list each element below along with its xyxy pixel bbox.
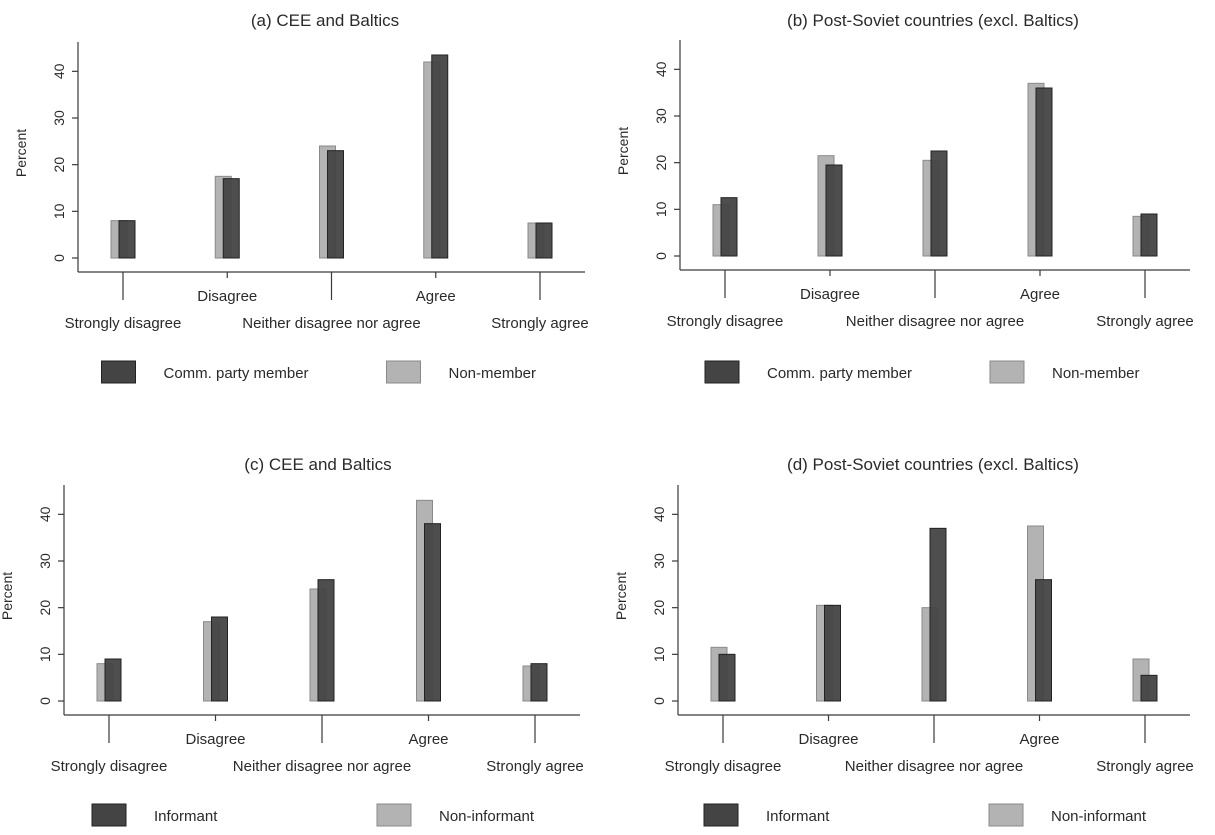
legend-swatch — [91, 803, 127, 827]
legend-label: Non-informant — [1051, 808, 1147, 825]
legend: Informant Non-informant — [703, 803, 1147, 827]
x-tick-label: Agree — [1019, 731, 1059, 748]
chart-title: (b) Post-Soviet countries (excl. Baltics… — [787, 11, 1079, 30]
x-tick-label: Neither disagree nor agree — [845, 758, 1023, 775]
legend: Comm. party member Non-member — [704, 360, 1140, 384]
x-tick-label: Strongly agree — [486, 758, 584, 775]
bar-series1 — [222, 178, 240, 259]
y-axis-label: Percent — [613, 572, 629, 620]
y-axis-label: Percent — [13, 129, 29, 177]
legend-label: Informant — [766, 808, 830, 825]
legend-swatch — [988, 803, 1024, 827]
bar-series1 — [317, 579, 335, 702]
bar-series1 — [1035, 87, 1053, 257]
x-tick-label: Disagree — [798, 731, 858, 748]
x-tick-label: Disagree — [185, 731, 245, 748]
bar-series1 — [825, 164, 843, 257]
y-tick-label: 20 — [653, 155, 669, 171]
y-tick-label: 10 — [37, 646, 53, 662]
y-axis-label: Percent — [615, 127, 631, 175]
bar-series1 — [327, 150, 344, 259]
x-tick-label: Strongly agree — [491, 315, 589, 332]
bar-series1 — [930, 150, 948, 257]
y-tick-label: 10 — [651, 646, 667, 662]
bar-series1 — [530, 663, 548, 702]
chart-panel-d: (d) Post-Soviet countries (excl. Baltics… — [613, 455, 1194, 827]
x-tick-label: Agree — [416, 288, 456, 305]
x-tick-label: Strongly disagree — [51, 758, 168, 775]
legend-label: Non-informant — [439, 808, 535, 825]
x-tick-label: Neither disagree nor agree — [242, 315, 420, 332]
y-tick-label: 40 — [651, 506, 667, 522]
x-tick-label: Strongly disagree — [665, 758, 782, 775]
bar-series1 — [824, 604, 841, 702]
y-tick-label: 10 — [653, 201, 669, 217]
x-tick-label: Strongly disagree — [65, 315, 182, 332]
bar-series1 — [535, 222, 553, 259]
y-tick-label: 30 — [51, 110, 67, 126]
x-tick-label: Agree — [408, 731, 448, 748]
y-tick-label: 40 — [37, 506, 53, 522]
legend-label: Non-member — [449, 365, 537, 382]
x-tick-label: Disagree — [197, 288, 257, 305]
legend-swatch — [376, 803, 412, 827]
bar-series1 — [211, 616, 228, 702]
chart-title: (d) Post-Soviet countries (excl. Baltics… — [787, 455, 1079, 474]
x-tick-label: Neither disagree nor agree — [233, 758, 411, 775]
bar-series1 — [929, 527, 947, 702]
y-tick-label: 40 — [51, 63, 67, 79]
bar-series1 — [1140, 213, 1158, 257]
y-axis-label: Percent — [0, 572, 15, 620]
chart-title: (a) CEE and Baltics — [251, 11, 399, 30]
legend-swatch — [989, 360, 1025, 384]
y-tick-label: 30 — [651, 553, 667, 569]
x-tick-label: Strongly agree — [1096, 758, 1194, 775]
x-tick-label: Neither disagree nor agree — [846, 313, 1024, 330]
y-tick-label: 10 — [51, 203, 67, 219]
chart-panel-b: (b) Post-Soviet countries (excl. Baltics… — [615, 11, 1194, 384]
chart-panel-a: (a) CEE and Baltics 0 10 20 30 40 Percent Stron… — [13, 11, 589, 384]
y-tick-label: 0 — [653, 252, 669, 260]
legend: Informant Non-informant — [91, 803, 535, 827]
legend-swatch — [386, 360, 421, 384]
legend-swatch — [703, 803, 739, 827]
bar-series1 — [1140, 674, 1158, 702]
legend-label: Comm. party member — [164, 365, 309, 382]
y-tick-label: 40 — [653, 61, 669, 77]
legend-label: Comm. party member — [767, 365, 912, 382]
bar-series1 — [424, 523, 441, 702]
y-tick-label: 30 — [37, 553, 53, 569]
y-tick-label: 0 — [651, 697, 667, 705]
legend-label: Informant — [154, 808, 218, 825]
y-tick-label: 20 — [51, 157, 67, 173]
x-tick-label: Strongly agree — [1096, 313, 1194, 330]
bar-series1 — [431, 54, 449, 259]
y-tick-label: 0 — [37, 697, 53, 705]
x-tick-label: Disagree — [800, 286, 860, 303]
bar-series1 — [118, 220, 136, 259]
chart-panel-c: (c) CEE and Baltics 0 10 20 30 40 Percent Stron… — [0, 455, 584, 827]
bar-series1 — [104, 658, 122, 702]
bar-series1 — [718, 653, 736, 702]
legend-swatch — [101, 360, 136, 384]
bar-series1 — [720, 197, 738, 257]
legend-swatch — [704, 360, 740, 384]
chart-title: (c) CEE and Baltics — [244, 455, 391, 474]
y-tick-label: 20 — [37, 600, 53, 616]
x-tick-label: Strongly disagree — [667, 313, 784, 330]
bar-series1 — [1035, 579, 1052, 702]
y-tick-label: 0 — [51, 254, 67, 262]
x-tick-label: Agree — [1020, 286, 1060, 303]
y-tick-label: 20 — [651, 600, 667, 616]
legend: Comm. party member Non-member — [101, 360, 537, 384]
legend-label: Non-member — [1052, 365, 1140, 382]
y-tick-label: 30 — [653, 108, 669, 124]
